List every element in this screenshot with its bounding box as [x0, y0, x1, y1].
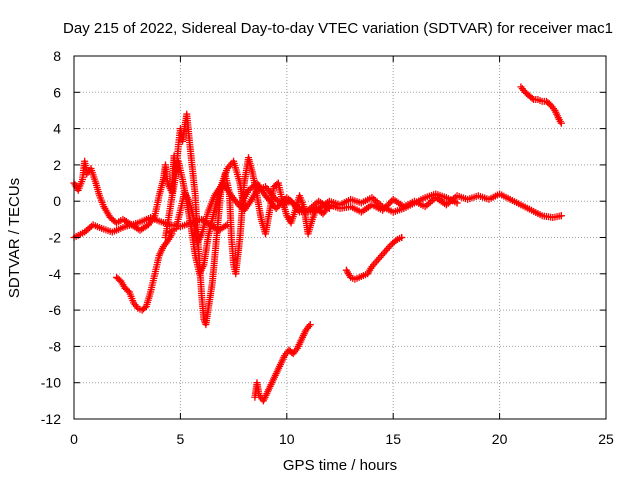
grid-lines	[74, 56, 606, 419]
data-point	[278, 198, 286, 206]
data-point	[386, 198, 394, 206]
data-point	[385, 200, 393, 208]
series-track-h	[517, 83, 565, 127]
y-tick-label: -12	[41, 411, 61, 427]
y-tick-label: 4	[53, 121, 61, 137]
x-tick-label: 25	[598, 431, 614, 447]
axis-ticks	[73, 55, 607, 420]
data-point	[272, 204, 280, 212]
data-point	[392, 237, 400, 245]
y-tick-label: 6	[53, 84, 61, 100]
y-tick-label: -8	[49, 338, 62, 354]
data-point	[528, 94, 536, 102]
data-point	[325, 204, 333, 212]
y-tick-label: 0	[53, 193, 61, 209]
y-tick-label: -6	[49, 302, 62, 318]
x-axis-tick-labels: 0 5 10 15 20 25	[70, 431, 614, 447]
series-track-g	[342, 234, 406, 283]
y-tick-label: -10	[41, 375, 61, 391]
x-axis-title: GPS time / hours	[283, 457, 397, 474]
plot-frame	[73, 55, 607, 420]
chart-title: Day 215 of 2022, Sidereal Day-to-day VTE…	[63, 20, 613, 37]
y-axis-title: SDTVAR / TECUs	[6, 178, 23, 298]
data-point	[275, 201, 283, 209]
y-axis-tick-labels: -12 -10 -8 -6 -4 -2 0 2 4 6 8	[41, 48, 61, 427]
data-point	[274, 203, 282, 211]
x-tick-label: 15	[385, 431, 401, 447]
data-point	[453, 199, 461, 207]
x-tick-label: 20	[492, 431, 508, 447]
data-point	[557, 212, 565, 220]
series-track-f	[251, 321, 314, 405]
data-point	[557, 119, 565, 127]
y-tick-label: -2	[49, 230, 62, 246]
y-tick-label: 8	[53, 48, 61, 64]
data-point	[280, 197, 288, 205]
data-markers	[70, 83, 565, 405]
x-tick-label: 10	[279, 431, 295, 447]
x-tick-label: 5	[177, 431, 185, 447]
data-point	[277, 200, 285, 208]
series-track-c	[113, 230, 176, 314]
data-point	[398, 234, 406, 241]
x-tick-label: 0	[70, 431, 78, 447]
y-tick-label: 2	[53, 157, 61, 173]
y-tick-label: -4	[49, 266, 62, 282]
data-point	[306, 321, 314, 329]
series-track-e	[166, 179, 461, 247]
